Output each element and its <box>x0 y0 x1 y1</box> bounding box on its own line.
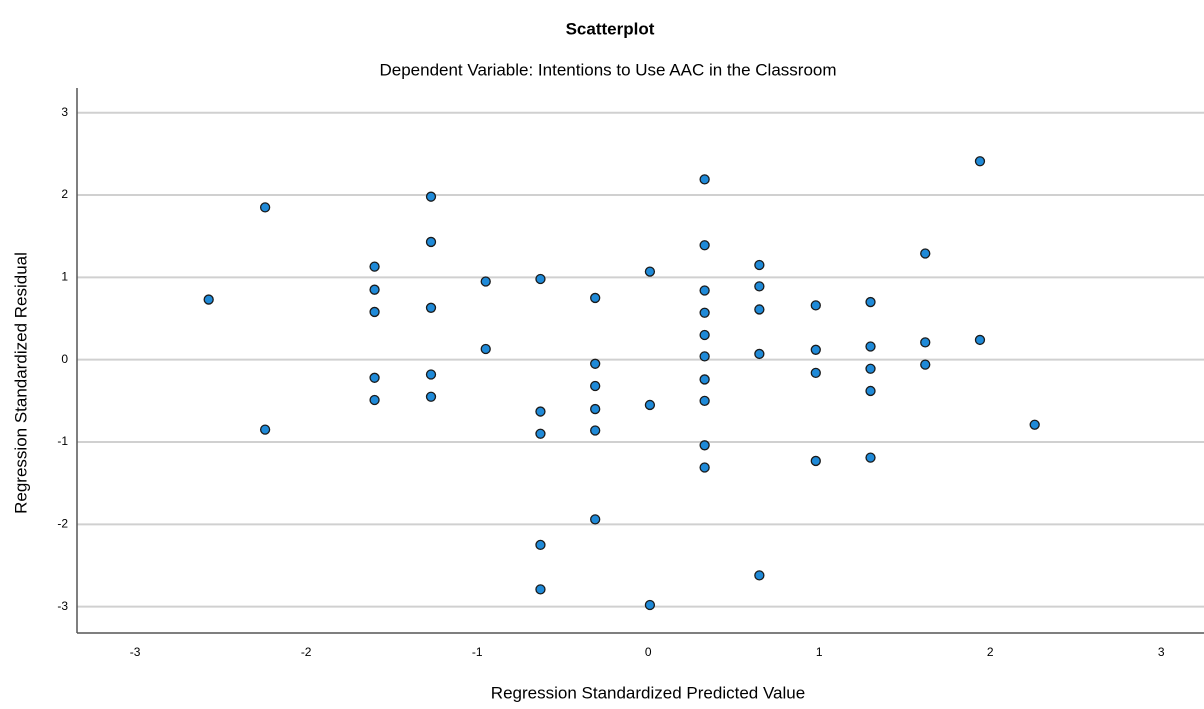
point <box>810 455 821 467</box>
point <box>754 348 765 360</box>
point <box>699 462 710 473</box>
point <box>590 358 601 369</box>
chart-title: Scatterplot <box>566 19 655 38</box>
point <box>369 394 380 406</box>
point <box>425 236 437 248</box>
point <box>865 341 876 352</box>
point <box>699 329 710 341</box>
point <box>699 307 710 318</box>
point <box>1029 419 1040 430</box>
point <box>810 344 821 355</box>
point <box>425 191 437 202</box>
point <box>425 369 437 380</box>
point <box>754 281 765 292</box>
point <box>535 273 546 285</box>
x-tick-label: 2 <box>987 645 994 659</box>
x-tick-label: -2 <box>301 645 312 659</box>
y-tick-label: 0 <box>61 352 68 366</box>
point <box>203 294 214 305</box>
x-axis-label: Regression Standardized Predicted Value <box>491 683 805 702</box>
y-tick-label: 1 <box>61 270 68 284</box>
point <box>865 296 876 308</box>
x-tick-label: 0 <box>645 645 652 659</box>
point <box>920 359 931 370</box>
point <box>699 240 710 251</box>
point <box>590 514 601 525</box>
point <box>644 399 656 411</box>
point <box>865 452 876 463</box>
point <box>480 276 491 287</box>
point <box>754 570 765 581</box>
point <box>974 334 986 346</box>
point <box>699 395 710 406</box>
point <box>920 337 931 348</box>
x-tick-label: -1 <box>472 645 483 659</box>
point <box>425 302 437 313</box>
y-tick-label: -3 <box>57 599 68 613</box>
x-tick-label: 1 <box>816 645 823 659</box>
y-tick-label: 3 <box>61 105 68 119</box>
x-tick-label: -3 <box>130 645 141 659</box>
point <box>259 202 271 213</box>
point <box>699 374 710 385</box>
point <box>259 424 271 435</box>
point <box>480 343 491 355</box>
point <box>644 599 656 611</box>
point <box>865 385 876 397</box>
point <box>699 285 710 296</box>
point <box>974 156 986 167</box>
point <box>535 584 546 595</box>
y-tick-label: 2 <box>61 187 68 201</box>
point <box>535 428 546 439</box>
chart-subtitle: Dependent Variable: Intentions to Use AA… <box>379 60 836 79</box>
point <box>590 403 601 415</box>
point <box>699 440 710 451</box>
point <box>810 300 821 311</box>
point <box>369 306 380 318</box>
point <box>865 363 876 374</box>
point <box>590 380 601 392</box>
point <box>535 539 546 551</box>
point <box>699 351 710 362</box>
point <box>535 406 546 417</box>
y-tick-label: -2 <box>57 517 68 531</box>
y-axis-label: Regression Standardized Residual <box>11 252 30 514</box>
point <box>590 425 601 436</box>
point <box>425 391 437 402</box>
x-tick-label: 3 <box>1158 645 1165 659</box>
point <box>369 284 380 295</box>
point <box>754 304 765 315</box>
point <box>810 367 821 378</box>
point <box>699 174 710 185</box>
point <box>369 372 380 383</box>
point <box>369 261 380 272</box>
point <box>920 248 931 259</box>
y-tick-label: -1 <box>57 434 68 448</box>
point <box>590 292 601 304</box>
point <box>754 259 765 271</box>
point <box>644 266 656 277</box>
